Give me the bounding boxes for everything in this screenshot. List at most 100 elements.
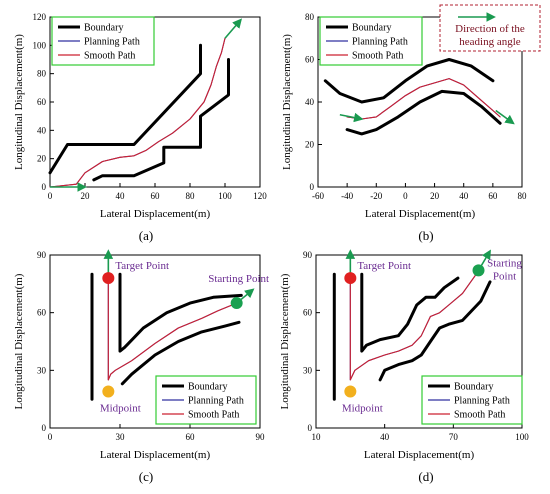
series-smooth-line	[49, 37, 226, 188]
y-tick-label: 30	[303, 365, 313, 375]
series-boundary-line	[378, 280, 492, 382]
panel-sublabel: (d)	[418, 469, 433, 484]
x-tick-label: -40	[341, 191, 353, 201]
x-tick-label: 60	[151, 191, 161, 201]
x-tick-label: 10	[312, 432, 322, 442]
x-tick-label: 100	[515, 432, 529, 442]
target-point-label: Target Point	[357, 260, 411, 272]
x-tick-label: 40	[459, 191, 469, 201]
y-tick-label: 20	[305, 140, 315, 150]
start-point-label: Point	[493, 270, 516, 282]
x-tick-label: -20	[370, 191, 382, 201]
x-tick-label: 100	[218, 191, 232, 201]
y-tick-label: 120	[33, 12, 47, 22]
x-axis-label: Lateral Displacement(m)	[100, 449, 211, 461]
series-boundary-line	[118, 272, 243, 353]
series-boundary-line	[120, 320, 241, 386]
panel-b: -60 -40 -20 0 20 40 60 80 0 20 40 60 80 Lateral Displ…	[281, 4, 541, 243]
y-tick-label: 30	[37, 365, 47, 375]
y-tick-label: 40	[37, 125, 47, 135]
legend-label: Smooth Path	[352, 51, 403, 62]
x-tick-label: 60	[186, 432, 196, 442]
legend-label: Planning Path	[188, 396, 244, 407]
series-smooth-line	[107, 277, 238, 381]
x-tick-label: 0	[48, 432, 53, 442]
y-axis-label: Longitudinal Displacement(m)	[279, 273, 291, 409]
panel-a: 0 20 40 60 80 100 120 0 20 40 60 80 100 120 Lateral Di…	[13, 12, 267, 243]
series-planning-line	[349, 273, 477, 381]
y-tick-label: 60	[37, 97, 47, 107]
start-point-marker	[230, 297, 243, 310]
panel-c: 0 30 60 90 0 30 60 90 Lateral Displacement(m) Lon…	[13, 249, 269, 484]
series-smooth-line	[349, 273, 477, 381]
start-point-marker	[472, 264, 485, 277]
y-tick-label: 60	[37, 308, 47, 318]
start-point-label: Starting Point	[208, 273, 269, 285]
legend-label: Boundary	[188, 382, 227, 393]
legend-label: Smooth Path	[454, 410, 505, 421]
plot-frame	[315, 254, 523, 429]
legend-label: Smooth Path	[188, 410, 239, 421]
legend: Boundary Planning Path Smooth Path	[155, 375, 257, 425]
x-axis-label: Lateral Displacement(m)	[100, 208, 211, 220]
panel-d: 10 40 70 100 0 30 60 90 Lateral Displacement(m) L…	[279, 249, 529, 484]
legend-label: Boundary	[84, 23, 123, 34]
x-tick-label: 0	[403, 191, 408, 201]
series-boundary-line	[323, 58, 495, 104]
y-tick-label: 80	[305, 12, 315, 22]
x-tick-label: 20	[81, 191, 91, 201]
series-boundary-line	[92, 58, 230, 182]
y-tick-label: 60	[305, 55, 315, 65]
legend: Boundary Planning Path Smooth Path	[319, 16, 423, 66]
mid-point-label: Midpoint	[100, 402, 141, 414]
heading-arrow	[224, 18, 242, 39]
series-boundary-line	[345, 89, 502, 136]
y-tick-label: 0	[310, 182, 315, 192]
legend-label: Boundary	[352, 23, 391, 34]
target-point-label: Target Point	[115, 260, 169, 272]
start-point-label: Starting	[487, 257, 522, 269]
x-tick-label: 80	[186, 191, 196, 201]
legend-label: Planning Path	[454, 396, 510, 407]
mid-point-marker	[344, 385, 357, 398]
y-tick-label: 60	[303, 308, 313, 318]
plot-frame	[49, 254, 261, 429]
target-point-marker	[344, 272, 357, 285]
heading-arrow	[339, 112, 364, 123]
legend: Boundary Planning Path Smooth Path	[421, 375, 523, 425]
legend-label: Planning Path	[84, 37, 140, 48]
legend-label: Boundary	[454, 382, 493, 393]
x-tick-label: 70	[449, 432, 459, 442]
annotation-text: heading angle	[459, 36, 521, 48]
series-boundary-line	[48, 43, 202, 175]
y-tick-label: 90	[303, 250, 313, 260]
panel-sublabel: (b)	[418, 228, 433, 243]
legend: Boundary Planning Path Smooth Path	[51, 16, 155, 66]
y-tick-label: 40	[305, 97, 315, 107]
series-boundary-line	[360, 272, 460, 353]
y-tick-label: 90	[37, 250, 47, 260]
series-smooth-line	[346, 78, 501, 120]
x-tick-label: 60	[488, 191, 498, 201]
panel-sublabel: (a)	[139, 228, 153, 243]
x-tick-label: 40	[116, 191, 126, 201]
x-axis-label: Lateral Displacement(m)	[364, 449, 475, 461]
y-tick-label: 100	[33, 40, 47, 50]
panel-sublabel: (c)	[139, 469, 153, 484]
y-axis-label: Longitudinal Displacement(m)	[13, 34, 25, 170]
y-tick-label: 0	[308, 423, 313, 433]
x-tick-label: 0	[48, 191, 53, 201]
x-axis-label: Lateral Displacement(m)	[365, 208, 476, 220]
x-tick-label: 90	[256, 432, 266, 442]
x-tick-label: 40	[380, 432, 390, 442]
y-axis-label: Longitudinal Displacement(m)	[281, 34, 293, 170]
heading-arrow	[495, 109, 515, 125]
y-tick-label: 20	[37, 154, 47, 164]
x-tick-label: -60	[312, 191, 324, 201]
legend-label: Planning Path	[352, 37, 408, 48]
x-tick-label: 20	[430, 191, 440, 201]
y-tick-label: 0	[42, 182, 47, 192]
annotation-text: Direction of the	[455, 23, 525, 35]
